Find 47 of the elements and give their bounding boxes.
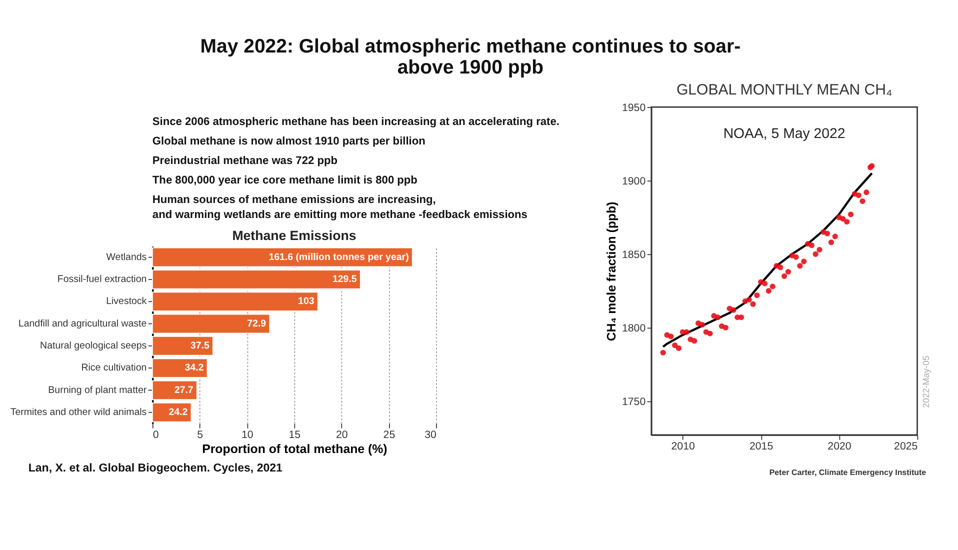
y-tick-label: Natural geological seeps	[40, 340, 147, 352]
y-tick-label: Wetlands	[106, 252, 147, 263]
x-tick-label: 5	[197, 429, 204, 442]
text: 2022-May-05	[920, 356, 931, 408]
x-tick-label: 15	[288, 429, 301, 442]
x-tick-label: 2015	[749, 440, 774, 453]
y-tick-label: Rice cultivation	[81, 362, 147, 374]
y-axis-title: CH₄ mole fraction (ppb)	[604, 202, 619, 342]
text: Lan, X. et al. Global Biogeochem. Cycles, 2021	[28, 462, 284, 474]
annotation: 72.9	[247, 318, 267, 330]
x-axis-title: Proportion of total methane (%)	[202, 442, 388, 456]
text: Peter Carter, Climate Emergency Institute	[769, 468, 927, 477]
y-tick-label: 1950	[622, 102, 646, 114]
annotation: 37.5	[190, 340, 210, 352]
text: and warming wetlands are emitting more methane -feedback emissions	[152, 208, 528, 221]
text: Preindustrial methane was 722 ppb	[152, 154, 338, 167]
y-tick-label: 1900	[622, 176, 646, 188]
chart-title: Methane Emissions	[232, 228, 356, 243]
y-tick-label: 1750	[622, 396, 646, 408]
y-tick-label: Burning of plant matter	[48, 384, 148, 396]
text: Since 2006 atmospheric methane has been increasing at an accelerating rate.	[152, 116, 560, 128]
chart-title: GLOBAL MONTHLY MEAN CH₄	[676, 82, 892, 99]
x-tick-label: 10	[241, 429, 254, 442]
y-tick-label: Termites and other wild animals	[10, 407, 147, 418]
x-tick-label: 0	[152, 429, 159, 442]
x-tick-label: 30	[424, 429, 437, 442]
x-tick-label: 20	[336, 429, 348, 442]
text: The 800,000 year ice core methane limit is 800 ppb	[152, 174, 418, 186]
annotation: NOAA, 5 May 2022	[723, 126, 846, 142]
annotation: 161.6 (million tonnes per year)	[268, 252, 409, 263]
y-tick-label: 1800	[622, 322, 646, 335]
annotation: 27.7	[174, 384, 194, 396]
y-tick-label: 1850	[622, 249, 646, 262]
text: May 2022: Global atmospheric methane continues to soar- above 1900 ppb	[200, 35, 741, 79]
annotation: 34.2	[184, 362, 204, 374]
annotation: 103	[298, 296, 315, 308]
x-tick-label: 2010	[671, 440, 695, 453]
x-tick-label: 25	[383, 429, 396, 442]
x-tick-label: 2025	[894, 440, 918, 453]
annotation: 24.2	[168, 407, 188, 418]
text: Global methane is now almost 1910 parts per billion	[152, 135, 426, 148]
y-tick-label: Livestock	[106, 296, 147, 308]
x-tick-label: 2020	[828, 440, 852, 453]
y-tick-label: Fossil-fuel extraction	[57, 274, 147, 286]
y-tick-label: Landfill and agricultural waste	[18, 318, 147, 330]
annotation: 129.5	[332, 274, 358, 286]
text: Human sources of methane emissions are increasing,	[152, 194, 436, 206]
